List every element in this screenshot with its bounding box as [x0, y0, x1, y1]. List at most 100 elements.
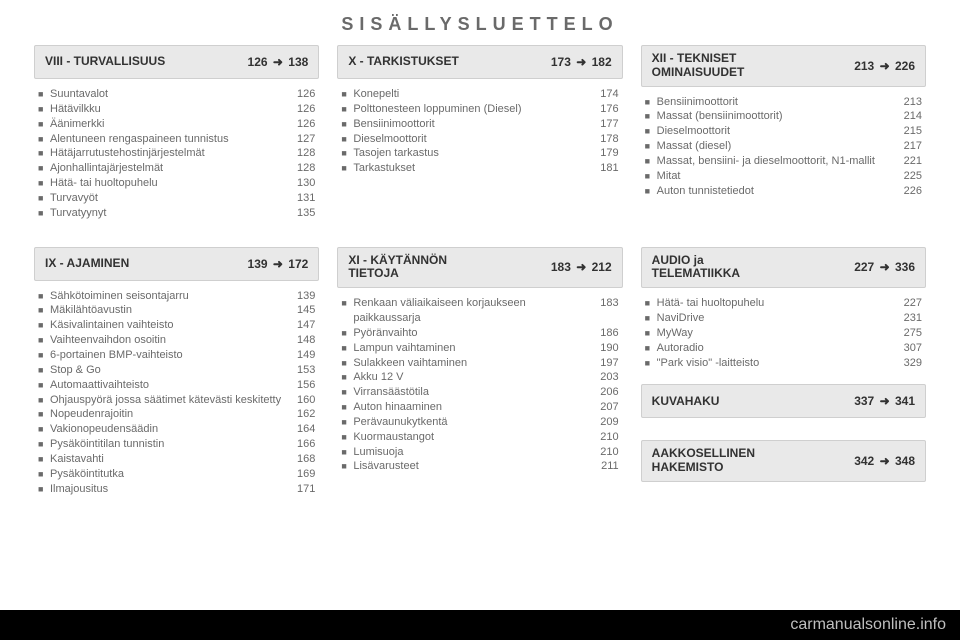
arrow-icon: ➜ — [271, 55, 285, 69]
toc-item: ■Auton hinaaminen207 — [341, 400, 618, 415]
section-range: 139 ➜ 172 — [248, 257, 309, 271]
toc-item: ■Alentuneen rengaspaineen tunnistus127 — [38, 132, 315, 147]
section-label: X - TARKISTUKSET — [348, 55, 458, 69]
toc-item-text: Ohjauspyörä jossa säätimet kätevästi kes… — [50, 393, 289, 408]
toc-item-page: 226 — [896, 184, 922, 199]
toc-item: ■Hätäjarrutustehostinjärjestelmät128 — [38, 146, 315, 161]
toc-item-text: Pyöränvaihto — [353, 326, 592, 341]
toc-item: ■Hätä- tai huoltopuhelu227 — [645, 296, 922, 311]
arrow-icon: ➜ — [878, 59, 892, 73]
section-label: IX - AJAMINEN — [45, 257, 129, 271]
bullet-icon: ■ — [38, 303, 50, 316]
toc-item: ■Lumisuoja210 — [341, 445, 618, 460]
section-range: 213 ➜ 226 — [854, 59, 915, 73]
toc-item: ■Pysäköintitilan tunnistin166 — [38, 437, 315, 452]
toc-item-text: Ajonhallintajärjestelmät — [50, 161, 289, 176]
toc-item: ■Polttonesteen loppuminen (Diesel)176 — [341, 102, 618, 117]
section-header-kuvahaku: KUVAHAKU 337 ➜ 341 — [641, 384, 926, 418]
bullet-icon: ■ — [341, 341, 353, 354]
toc-item-page: 190 — [593, 341, 619, 356]
toc-item-page: 207 — [593, 400, 619, 415]
section-label: AUDIO ja TELEMATIIKKA — [652, 254, 740, 282]
toc-item-text: Kaistavahti — [50, 452, 289, 467]
toc-item-text: Käsivalintainen vaihteisto — [50, 318, 289, 333]
toc-item-text: Hätävilkku — [50, 102, 289, 117]
toc-item: ■Mitat225 — [645, 169, 922, 184]
bullet-icon: ■ — [38, 318, 50, 331]
toc-item-text: Perävaunukytkentä — [353, 415, 592, 430]
bullet-icon: ■ — [38, 333, 50, 346]
toc-item-page: 176 — [593, 102, 619, 117]
toc-item-page: 227 — [896, 296, 922, 311]
section-range: 337 ➜ 341 — [854, 394, 915, 408]
arrow-icon: ➜ — [878, 454, 892, 468]
section-header-xi: XI - KÄYTÄNNÖN TIETOJA 183 ➜ 212 — [337, 247, 622, 289]
toc-item-page: 168 — [289, 452, 315, 467]
arrow-icon: ➜ — [271, 257, 285, 271]
toc-item-text: Mäkilähtöavustin — [50, 303, 289, 318]
toc-item-text: Turvavyöt — [50, 191, 289, 206]
toc-item-page: 156 — [289, 378, 315, 393]
toc-item: ■Vaihteenvaihdon osoitin148 — [38, 333, 315, 348]
toc-item-page: 203 — [593, 370, 619, 385]
toc-item-text: Bensiinimoottorit — [657, 95, 896, 110]
bullet-icon: ■ — [341, 161, 353, 174]
bullet-icon: ■ — [645, 326, 657, 339]
toc-item-text: Massat, bensiini- ja dieselmoottorit, N1… — [657, 154, 896, 169]
toc-item-page: 329 — [896, 356, 922, 371]
bullet-icon: ■ — [38, 422, 50, 435]
toc-item-page: 128 — [289, 146, 315, 161]
toc-item: ■Stop & Go153 — [38, 363, 315, 378]
toc-item: ■Ilmajousitus171 — [38, 482, 315, 497]
toc-item-text: Akku 12 V — [353, 370, 592, 385]
toc-item: ■Turvatyynyt135 — [38, 206, 315, 221]
bullet-icon: ■ — [645, 154, 657, 167]
toc-item-text: Lisävarusteet — [353, 459, 592, 474]
toc-item: ■Turvavyöt131 — [38, 191, 315, 206]
toc-item-page: 179 — [593, 146, 619, 161]
bullet-icon: ■ — [645, 124, 657, 137]
toc-item-page: 275 — [896, 326, 922, 341]
bullet-icon: ■ — [645, 184, 657, 197]
toc-item-page: 126 — [289, 102, 315, 117]
toc-item-page: 174 — [593, 87, 619, 102]
toc-list-ix: ■Sähkötoiminen seisontajarru139■Mäkiläht… — [34, 289, 319, 497]
toc-item-text: Renkaan väliaikaiseen korjaukseen paikka… — [353, 296, 592, 326]
toc-item-text: Hätä- tai huoltopuhelu — [50, 176, 289, 191]
cell-xi: XI - KÄYTÄNNÖN TIETOJA 183 ➜ 212 ■ Renkaa… — [337, 247, 622, 497]
toc-item-text: Autoradio — [657, 341, 896, 356]
toc-item-page: 183 — [593, 296, 619, 311]
bullet-icon: ■ — [38, 206, 50, 219]
toc-item-page: 145 — [289, 303, 315, 318]
toc-item: ■Hätävilkku126 — [38, 102, 315, 117]
toc-item: ■MyWay275 — [645, 326, 922, 341]
toc-list-xii: ■Bensiinimoottorit213■Massat (bensiinimo… — [641, 95, 926, 199]
bullet-icon: ■ — [38, 467, 50, 480]
toc-item-page: 221 — [896, 154, 922, 169]
toc-item-text: Auton hinaaminen — [353, 400, 592, 415]
toc-item-page: 211 — [593, 459, 619, 474]
toc-item: ■Pysäköintitutka169 — [38, 467, 315, 482]
bullet-icon: ■ — [38, 117, 50, 130]
section-label: VIII - TURVALLISUUS — [45, 55, 165, 69]
arrow-icon: ➜ — [878, 260, 892, 274]
bullet-icon: ■ — [38, 132, 50, 145]
bullet-icon: ■ — [645, 169, 657, 182]
toc-item: ■Auton tunnistetiedot226 — [645, 184, 922, 199]
page-title: SISÄLLYSLUETTELO — [0, 0, 960, 45]
bullet-icon: ■ — [341, 146, 353, 159]
toc-item-text: Virransäästötila — [353, 385, 592, 400]
toc-item-text: Hätä- tai huoltopuhelu — [657, 296, 896, 311]
bullet-icon: ■ — [645, 139, 657, 152]
contents-grid: VIII - TURVALLISUUS 126 ➜ 138 ■Suuntaval… — [0, 45, 960, 496]
bullet-icon: ■ — [341, 445, 353, 458]
section-range: 183 ➜ 212 — [551, 260, 612, 274]
toc-item: ■Kaistavahti168 — [38, 452, 315, 467]
toc-item: ■6-portainen BMP-vaihteisto149 — [38, 348, 315, 363]
arrow-icon: ➜ — [878, 394, 892, 408]
section-range: 227 ➜ 336 — [854, 260, 915, 274]
toc-item-page: 126 — [289, 117, 315, 132]
toc-item-text: Hätäjarrutustehostinjärjestelmät — [50, 146, 289, 161]
bullet-icon: ■ — [38, 87, 50, 100]
toc-item: ■Tasojen tarkastus179 — [341, 146, 618, 161]
